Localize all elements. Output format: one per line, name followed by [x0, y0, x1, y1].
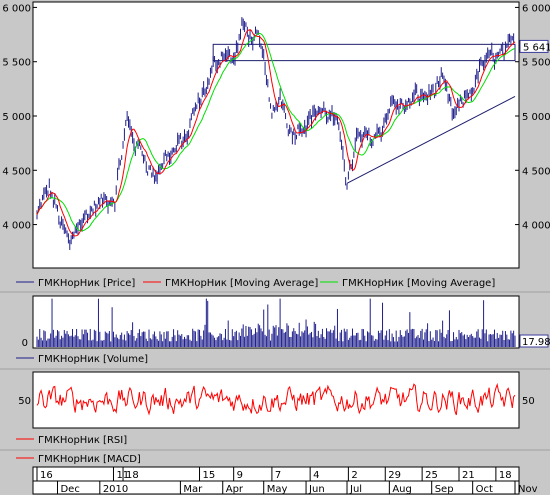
date-axis-day-labels: 16111815974229252118 — [36, 467, 512, 481]
month-label: Aug — [392, 484, 412, 495]
panel-separator — [0, 449, 550, 451]
volume-series — [36, 298, 516, 347]
day-label: 4 — [313, 470, 319, 481]
price-y-tick-label-right: 5 000 — [522, 112, 550, 123]
month-label: Jul — [349, 484, 362, 495]
legend-macd-label: ГМКНорНик [MACD] — [38, 454, 141, 465]
rsi-series — [36, 382, 516, 416]
volume-last-value-text: 17.98 — [522, 337, 550, 348]
panel-separator — [0, 291, 550, 293]
resistance-box — [212, 43, 516, 62]
day-label: 21 — [462, 470, 475, 481]
price-y-axis-left: 4 000 4 500 5 000 5 500 6 000 — [2, 3, 37, 232]
price-annotations — [212, 43, 516, 184]
price-last-value-label: 5 641 — [519, 39, 550, 53]
price-y-tick-label-right: 6 000 — [522, 3, 550, 14]
legend-rsi-label: ГМКНорНик [RSI] — [38, 435, 127, 446]
day-label: 18 — [126, 470, 139, 481]
rsi-y-tick-label-right: 50 — [522, 396, 535, 407]
legend-ma-short-label: ГМКНорНик [Moving Average] — [165, 278, 318, 289]
volume-y-tick-label: 0 — [22, 338, 28, 349]
price-y-tick-label-left: 5 500 — [2, 58, 31, 69]
day-label: 25 — [425, 470, 438, 481]
price-last-value-text: 5 641 — [523, 42, 550, 53]
date-axis-month-labels: Dec 2010 Mar Apr May Jun Jul Aug Sep Oct Nov — [56, 481, 538, 495]
month-label: May — [267, 484, 288, 495]
price-y-tick-label-right: 4 500 — [522, 166, 550, 177]
price-y-tick-label-right: 4 000 — [522, 221, 550, 232]
month-label: Apr — [226, 484, 244, 495]
support-trend-line — [346, 96, 516, 184]
day-label: 2 — [351, 470, 357, 481]
price-y-tick-label-left: 4 000 — [2, 221, 31, 232]
price-legend: ГМКНорНик [Price] ГМКНорНик [Moving Aver… — [16, 278, 495, 289]
price-plot-area — [32, 1, 520, 269]
volume-y-axis: 0 17.98 — [22, 334, 550, 349]
price-y-tick-label-right: 5 500 — [522, 58, 550, 69]
price-y-tick-label-left: 4 500 — [2, 166, 31, 177]
macd-legend: ГМКНорНик [MACD] — [16, 454, 141, 465]
price-last-value-box — [519, 39, 549, 53]
legend-ma-long-label: ГМКНорНик [Moving Average] — [342, 278, 495, 289]
day-label: 9 — [237, 470, 243, 481]
rsi-legend: ГМКНорНик [RSI] — [16, 435, 127, 446]
day-label: 7 — [275, 470, 281, 481]
price-y-tick-label-left: 5 000 — [2, 112, 31, 123]
month-label: Nov — [518, 484, 538, 495]
month-label: Mar — [183, 484, 203, 495]
day-label: 15 — [203, 470, 216, 481]
rsi-line — [36, 382, 516, 416]
day-label: 18 — [499, 470, 512, 481]
panel-separator — [0, 368, 550, 370]
day-label: 16 — [40, 470, 53, 481]
rsi-y-tick-label-left: 50 — [18, 396, 31, 407]
legend-volume-label: ГМКНорНик [Volume] — [38, 354, 148, 365]
legend-price-label: ГМКНорНик [Price] — [38, 278, 135, 289]
moving-average-short-line — [36, 29, 516, 237]
volume-last-value-box — [519, 334, 549, 348]
day-label: 29 — [388, 470, 401, 481]
moving-average-short-series — [36, 29, 516, 237]
date-axis-months — [32, 480, 520, 495]
rsi-y-axis: 50 50 — [18, 396, 534, 407]
month-label: Dec — [60, 484, 79, 495]
price-y-axis-right: 4 000 4 500 5 000 5 500 6 000 — [515, 3, 550, 232]
volume-legend: ГМКНорНик [Volume] — [16, 354, 148, 365]
month-label: Oct — [476, 484, 493, 495]
price-y-tick-label-left: 6 000 — [2, 3, 31, 14]
month-label: Jun — [308, 484, 325, 495]
month-label: Sep — [435, 484, 454, 495]
month-label: 2010 — [103, 484, 128, 495]
